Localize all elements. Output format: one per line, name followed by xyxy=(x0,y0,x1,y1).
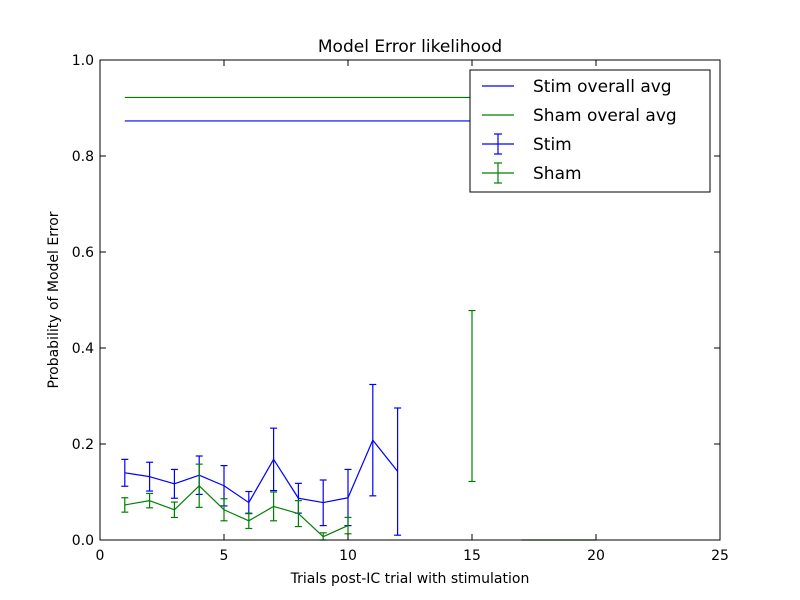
x-tick-label: 15 xyxy=(463,548,481,564)
y-tick-label: 0.0 xyxy=(72,533,94,549)
series-stim-segment xyxy=(223,485,250,504)
y-axis-label: Probability of Model Error xyxy=(46,211,62,388)
series-stim-segment xyxy=(347,439,374,498)
legend-label: Sham xyxy=(533,164,582,184)
y-tick-label: 0.2 xyxy=(72,437,94,453)
legend: Stim overall avg Sham overal avg Stim Sham xyxy=(469,69,711,193)
series-sham-segment xyxy=(322,525,349,538)
series-sham-segment xyxy=(223,509,250,522)
x-tick-label: 5 xyxy=(220,548,229,564)
legend-label: Stim overall avg xyxy=(533,77,672,97)
series-stim-segment xyxy=(174,474,200,485)
series-sham xyxy=(121,309,596,541)
legend-label: Sham overal avg xyxy=(533,106,677,126)
series-stim-segment xyxy=(323,497,349,504)
series-stim-segment xyxy=(124,472,150,478)
series-stim-segment xyxy=(372,439,399,472)
series-sham-segment xyxy=(198,485,225,511)
legend-box xyxy=(469,69,711,193)
legend-entry: Sham xyxy=(482,162,582,184)
series-stim-segment xyxy=(298,497,324,504)
series-sham-segment xyxy=(273,505,299,515)
axes-frame xyxy=(99,59,721,541)
series-sham-segment xyxy=(173,485,200,511)
series-stim-segment xyxy=(248,459,275,503)
x-tick-label: 25 xyxy=(711,548,729,564)
series-stim-segment xyxy=(149,476,175,485)
x-tick-label: 10 xyxy=(339,548,357,564)
axis-ticks: 0 5 10 15 20 25 0.0 0.2 0.4 0.6 0.8 1.0 xyxy=(72,53,729,564)
series-stim-segment xyxy=(273,459,299,499)
y-tick-label: 0.6 xyxy=(72,245,94,261)
series-sham-segment xyxy=(297,513,324,538)
series-stim-segment xyxy=(198,474,225,487)
series-sham-segment xyxy=(124,500,150,506)
plot-area xyxy=(121,96,596,541)
series-sham-segment xyxy=(149,500,175,511)
x-tick-label: 0 xyxy=(96,548,105,564)
y-tick-label: 1.0 xyxy=(72,53,94,69)
legend-entry: Stim overall avg xyxy=(482,77,672,97)
y-tick-label: 0.4 xyxy=(72,341,94,357)
series-stim xyxy=(121,383,402,536)
chart-title: Model Error likelihood xyxy=(318,37,502,57)
x-axis-label: Trials post-IC trial with stimulation xyxy=(290,571,530,587)
legend-label: Stim xyxy=(533,135,572,155)
legend-entry: Stim xyxy=(482,133,572,155)
legend-entry: Sham overal avg xyxy=(482,106,677,126)
series-sham-segment xyxy=(248,505,274,522)
x-tick-label: 20 xyxy=(587,548,605,564)
y-tick-label: 0.8 xyxy=(72,149,94,165)
